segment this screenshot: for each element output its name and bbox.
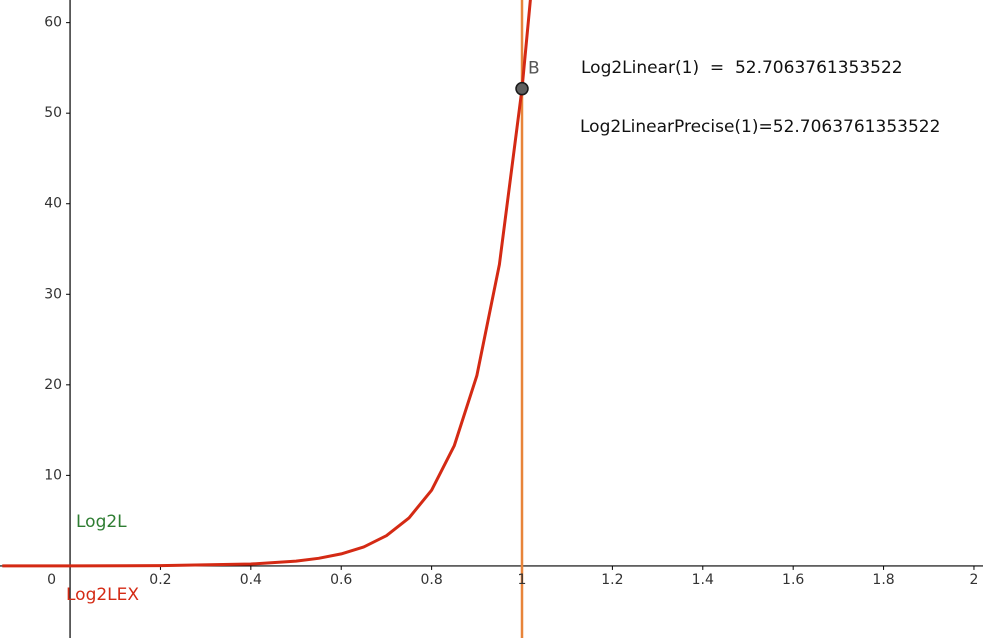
labels: 0 0.2 0.4 0.6 0.8 1 1.2 1.4 1.6 1.8 2 10 20 30 40 50 60 B… xyxy=(44,15,978,605)
y-tick-label: 60 xyxy=(44,15,62,31)
y-tick-label: 20 xyxy=(44,377,62,393)
plot-area xyxy=(2,0,532,638)
y-tick-label: 50 xyxy=(44,105,62,121)
x-tick-label: 1.2 xyxy=(601,572,623,588)
x-tick-label: 0.2 xyxy=(149,572,171,588)
x-tick-label: 0.8 xyxy=(420,572,442,588)
x-tick-label: 1.6 xyxy=(782,572,804,588)
curve-label: Log2L xyxy=(76,512,127,532)
function-curve xyxy=(2,0,532,568)
x-tick-label: 1.8 xyxy=(872,572,894,588)
annotation-text: Log2Linear(1) = 52.7063761353522 xyxy=(581,58,903,78)
x-tick-label: 1 xyxy=(518,572,527,588)
x-tick-label: 0 xyxy=(47,572,56,588)
x-tick-label: 0.6 xyxy=(330,572,352,588)
annotation-text: Log2LinearPrecise(1)=52.7063761353522 xyxy=(580,117,940,137)
x-tick-label: 0.4 xyxy=(240,572,262,588)
y-tick-label: 30 xyxy=(44,286,62,302)
y-tick-label: 10 xyxy=(44,467,62,483)
point-label: B xyxy=(528,59,540,79)
x-tick-label: 2 xyxy=(970,572,979,588)
curve-label: Log2LEX xyxy=(66,585,139,605)
y-tick-label: 40 xyxy=(44,196,62,212)
x-tick-label: 1.4 xyxy=(692,572,714,588)
point xyxy=(515,81,529,96)
